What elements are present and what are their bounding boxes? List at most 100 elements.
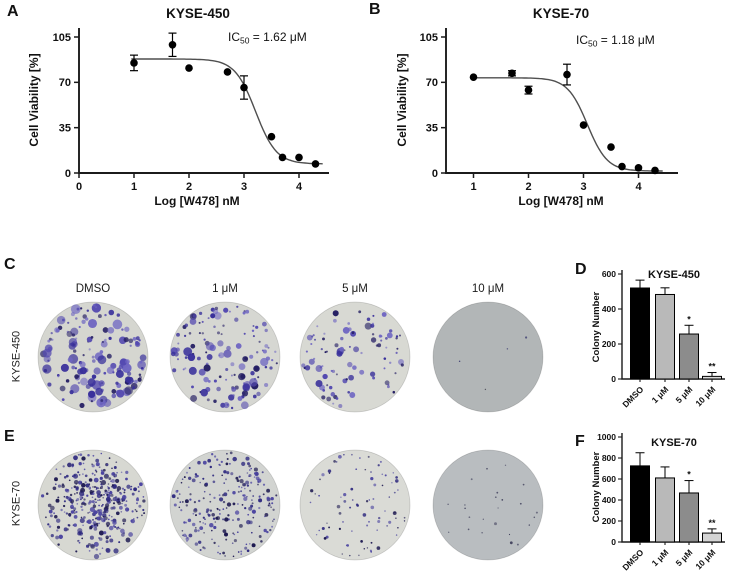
svg-text:400: 400 — [602, 495, 616, 505]
svg-text:3: 3 — [241, 181, 247, 193]
svg-text:KYSE-450: KYSE-450 — [648, 269, 700, 281]
svg-text:Colony Number: Colony Number — [592, 291, 602, 362]
fit-curve — [473, 77, 663, 172]
culture-dish — [432, 301, 544, 413]
svg-text:*: * — [687, 470, 691, 480]
svg-text:1 μM: 1 μM — [650, 547, 671, 568]
data-point — [278, 153, 287, 162]
colony-well-kyse450-10um — [432, 301, 544, 413]
svg-text:Cell Viability [%]: Cell Viability [%] — [27, 53, 41, 146]
plot-D: 0 200 400 600 KYSE-450 Colony Number DMSO 1 μM *… — [592, 269, 725, 409]
bar-3 — [702, 532, 722, 543]
svg-text:1 μM: 1 μM — [650, 384, 671, 405]
plot-B: 0 35 70 105 1 2 3 4 Log [W478] nM Cell Viability … — [395, 6, 678, 208]
svg-text:Colony Number: Colony Number — [592, 451, 602, 522]
svg-text:400: 400 — [602, 304, 616, 314]
data-point — [267, 132, 276, 141]
data-point — [607, 143, 615, 151]
colonies — [458, 336, 528, 391]
ic50-annotation: IC50 = 1.18 μM — [576, 33, 655, 49]
svg-text:**: ** — [708, 518, 716, 528]
svg-text:5 μM: 5 μM — [674, 384, 695, 405]
data-point — [168, 40, 177, 49]
column-label-dmso: DMSO — [75, 283, 111, 295]
colony-bar-chart-kyse-450: 0 200 400 600 KYSE-450 Colony Number DMSO 1 μM *… — [592, 269, 725, 409]
data-point — [579, 121, 588, 129]
data-point — [311, 160, 320, 168]
svg-text:0: 0 — [611, 374, 616, 384]
svg-text:0: 0 — [65, 168, 71, 180]
bar-0 — [630, 465, 650, 543]
colonies — [447, 464, 538, 546]
svg-text:105: 105 — [420, 32, 438, 44]
svg-text:1000: 1000 — [597, 432, 616, 442]
panel-label-f: F — [575, 433, 585, 450]
column-label-10um: 10 μM — [471, 283, 505, 295]
svg-text:600: 600 — [602, 474, 616, 484]
data-point — [130, 59, 138, 67]
panel-label-a: A — [7, 3, 19, 20]
colony-well-kyse70-dmso — [37, 449, 149, 561]
svg-text:Log [W478] nM: Log [W478] nM — [154, 194, 239, 208]
svg-text:10 μM: 10 μM — [693, 384, 717, 408]
bar-1 — [655, 293, 675, 380]
svg-text:600: 600 — [602, 269, 616, 279]
data-point — [634, 164, 643, 172]
svg-text:KYSE-70: KYSE-70 — [651, 437, 697, 449]
colony-well-kyse70-5um — [299, 449, 411, 561]
svg-text:800: 800 — [602, 453, 616, 463]
dose-response-chart-kyse-450: 0 35 70 105 0 1 2 3 4 Log [W478] nM Cell Viability… — [27, 6, 329, 208]
axes — [78, 28, 329, 174]
colonies — [41, 452, 146, 560]
colony-well-kyse450-1um — [169, 301, 281, 413]
svg-text:KYSE-450: KYSE-450 — [166, 6, 230, 21]
svg-text:70: 70 — [426, 77, 438, 89]
svg-text:1: 1 — [131, 181, 137, 193]
dose-response-chart-kyse-70: 0 35 70 105 1 2 3 4 Log [W478] nM Cell Viability … — [395, 6, 678, 208]
colony-well-kyse70-10um — [432, 449, 544, 561]
svg-text:2: 2 — [186, 181, 192, 193]
svg-text:KYSE-70: KYSE-70 — [533, 6, 589, 21]
svg-text:DMSO: DMSO — [620, 547, 645, 572]
colony-bar-chart-kyse-70: 0 200 400 600 800 1000 KYSE-70 Colony Number DMS… — [592, 432, 725, 572]
panel-label-b: B — [369, 1, 381, 18]
bar-2 — [679, 492, 699, 543]
svg-text:105: 105 — [53, 32, 71, 44]
colonies — [309, 453, 406, 557]
svg-text:5 μM: 5 μM — [674, 547, 695, 568]
data-point — [469, 73, 478, 81]
colony-well-kyse70-1um — [169, 449, 281, 561]
colony-well-kyse450-5um — [299, 301, 411, 413]
colonies — [301, 310, 404, 409]
bar-0 — [630, 287, 650, 380]
culture-dish — [299, 449, 411, 561]
svg-text:**: ** — [708, 362, 716, 372]
ic50-annotation: IC50 = 1.62 μM — [228, 30, 307, 46]
svg-text:2: 2 — [525, 181, 531, 193]
fit-curve — [131, 58, 323, 165]
bar-3 — [702, 375, 722, 380]
svg-text:DMSO: DMSO — [620, 384, 645, 409]
svg-text:70: 70 — [59, 77, 71, 89]
data-point — [223, 68, 232, 76]
svg-text:200: 200 — [602, 339, 616, 349]
svg-text:Cell Viability [%]: Cell Viability [%] — [395, 53, 409, 146]
svg-text:10 μM: 10 μM — [693, 547, 717, 571]
svg-text:1: 1 — [470, 181, 476, 193]
data-point — [618, 162, 626, 171]
data-point — [508, 69, 516, 78]
data-point — [651, 166, 659, 175]
data-point — [240, 83, 248, 92]
colonies — [40, 303, 147, 408]
panel-label-e: E — [4, 428, 15, 445]
colony-well-kyse450-dmso — [37, 301, 149, 413]
colonies — [170, 305, 278, 410]
svg-text:35: 35 — [59, 122, 71, 134]
svg-text:Log [W478] nM: Log [W478] nM — [518, 194, 603, 208]
svg-text:200: 200 — [602, 516, 616, 526]
panel-label-d: D — [575, 261, 587, 278]
svg-text:4: 4 — [296, 181, 303, 193]
svg-text:0: 0 — [432, 168, 438, 180]
